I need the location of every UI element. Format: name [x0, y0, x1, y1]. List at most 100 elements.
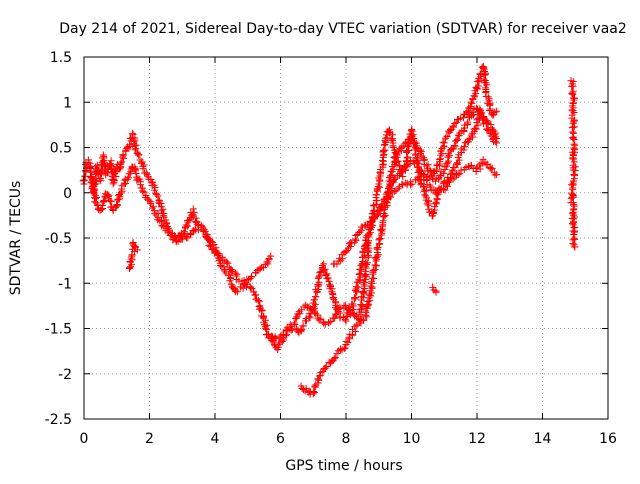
data-point-marker [138, 187, 146, 195]
data-point-marker [314, 314, 322, 322]
data-point-marker [387, 135, 395, 143]
data-point-marker [98, 202, 106, 210]
data-point-marker [310, 296, 318, 304]
data-point-marker [397, 168, 405, 176]
data-point-marker [445, 151, 453, 159]
data-point-marker [396, 170, 404, 178]
data-point-marker [317, 315, 325, 323]
data-point-marker [461, 139, 469, 147]
data-point-marker [356, 306, 364, 314]
data-point-marker [463, 108, 471, 116]
data-point-marker [120, 180, 128, 188]
data-point-marker [398, 180, 406, 188]
data-point-marker [221, 267, 229, 275]
data-point-marker [256, 264, 264, 272]
data-point-marker [331, 354, 339, 362]
data-point-marker [213, 248, 221, 256]
data-point-marker [569, 184, 577, 192]
data-point-marker [432, 200, 440, 208]
data-point-marker [491, 138, 499, 146]
data-point-marker [206, 237, 214, 245]
data-point-marker [393, 151, 401, 159]
data-point-marker [320, 266, 328, 274]
data-point-marker [457, 166, 465, 174]
y-tick-label: -1.5 [45, 322, 72, 338]
data-point-marker [408, 180, 416, 188]
data-point-marker [356, 277, 364, 285]
data-point-marker [137, 184, 145, 192]
data-point-marker [87, 178, 95, 186]
data-point-marker [379, 217, 387, 225]
data-point-marker [317, 268, 325, 276]
data-point-marker [263, 331, 271, 339]
data-point-marker [404, 146, 412, 154]
data-point-marker [482, 70, 490, 78]
data-point-marker [193, 218, 201, 226]
data-point-marker [464, 118, 472, 126]
data-point-marker [99, 157, 107, 165]
data-point-marker [312, 293, 320, 301]
data-point-marker [351, 328, 359, 336]
data-point-marker [149, 178, 157, 186]
data-point-marker [149, 203, 157, 211]
data-point-marker [344, 339, 352, 347]
data-point-marker [220, 266, 228, 274]
data-point-marker [379, 148, 387, 156]
x-tick-label: 16 [599, 431, 617, 447]
data-point-marker [251, 291, 259, 299]
data-point-marker [223, 258, 231, 266]
data-point-marker [165, 228, 173, 236]
y-tick-label: 1 [63, 95, 72, 111]
data-point-marker [99, 151, 107, 159]
data-point-marker [224, 259, 232, 267]
data-point-marker [426, 166, 434, 174]
data-point-marker [109, 205, 117, 213]
data-point-marker [190, 209, 198, 217]
data-point-marker [482, 161, 490, 169]
data-point-marker [189, 205, 197, 213]
data-point-marker [375, 180, 383, 188]
data-point-marker [272, 335, 280, 343]
data-point-marker [441, 186, 449, 194]
data-point-marker [378, 157, 386, 164]
data-point-marker [154, 192, 162, 200]
data-point-marker [306, 314, 314, 322]
data-point-marker [351, 294, 359, 302]
x-tick-label: 4 [211, 431, 220, 447]
data-point-marker [129, 239, 137, 247]
data-point-marker [453, 136, 461, 144]
data-point-marker [342, 248, 350, 256]
data-point-marker [206, 236, 214, 244]
data-point-marker [433, 195, 441, 203]
data-point-marker [127, 254, 135, 262]
data-point-marker [370, 275, 378, 283]
data-point-marker [443, 133, 451, 141]
data-point-marker [180, 228, 188, 236]
data-point-marker [359, 316, 367, 324]
data-point-marker [453, 136, 461, 144]
data-point-marker [307, 310, 315, 318]
data-point-marker [480, 75, 488, 83]
y-tick-label: -1 [58, 276, 72, 292]
data-point-marker [207, 241, 215, 249]
data-point-marker [392, 157, 400, 165]
data-point-marker [106, 197, 114, 205]
data-point-marker [197, 222, 205, 230]
data-point-marker [476, 165, 484, 173]
data-point-marker [316, 372, 324, 380]
data-point-marker [129, 130, 137, 138]
data-point-marker [145, 197, 153, 205]
data-point-marker [486, 105, 494, 113]
data-point-marker [109, 176, 117, 184]
data-point-marker [374, 243, 382, 251]
data-point-marker [215, 254, 223, 262]
data-point-marker [228, 268, 236, 276]
data-point-marker [383, 134, 391, 142]
data-point-marker [440, 139, 448, 147]
data-point-marker [472, 125, 480, 133]
data-point-marker [439, 138, 447, 146]
data-point-marker [100, 154, 108, 162]
data-point-marker [146, 200, 154, 208]
data-point-marker [569, 134, 577, 142]
data-point-marker [274, 340, 282, 348]
